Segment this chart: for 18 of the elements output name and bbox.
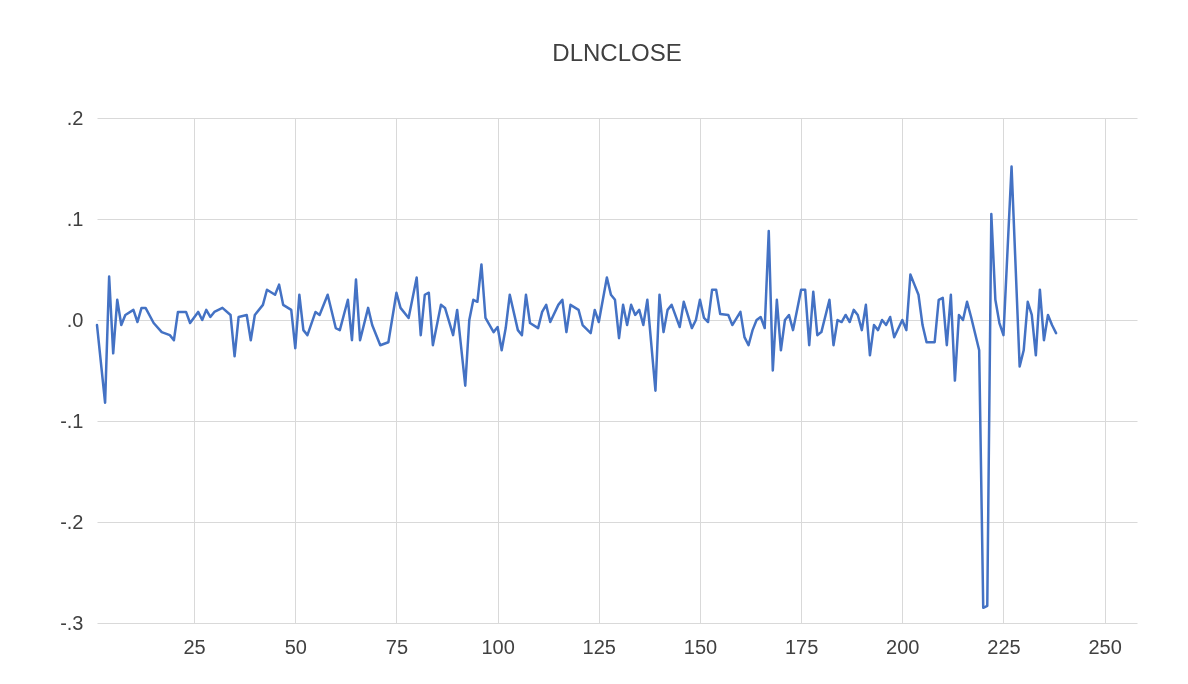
x-tick-label: 225: [987, 635, 1021, 658]
x-tick-label: 250: [1088, 635, 1122, 658]
chart-title: DLNCLOSE: [552, 39, 682, 66]
line-series: [95, 165, 1058, 610]
x-tick-label: 25: [183, 635, 206, 658]
y-tick-label: .1: [66, 207, 84, 230]
y-tick-label: .2: [66, 106, 84, 129]
x-tick-label: 125: [582, 635, 616, 658]
x-tick-label: 150: [683, 635, 718, 658]
y-tick-label: -.3: [60, 611, 84, 634]
x-tick-label: 200: [886, 635, 920, 658]
x-tick-label: 50: [284, 635, 307, 658]
x-tick-label: 100: [481, 635, 515, 658]
x-tick-label: 75: [385, 635, 409, 658]
x-tick-label: 175: [784, 635, 819, 658]
y-tick-label: .0: [66, 308, 84, 331]
y-tick-label: -.2: [60, 510, 84, 533]
y-tick-label: -.1: [60, 409, 84, 432]
